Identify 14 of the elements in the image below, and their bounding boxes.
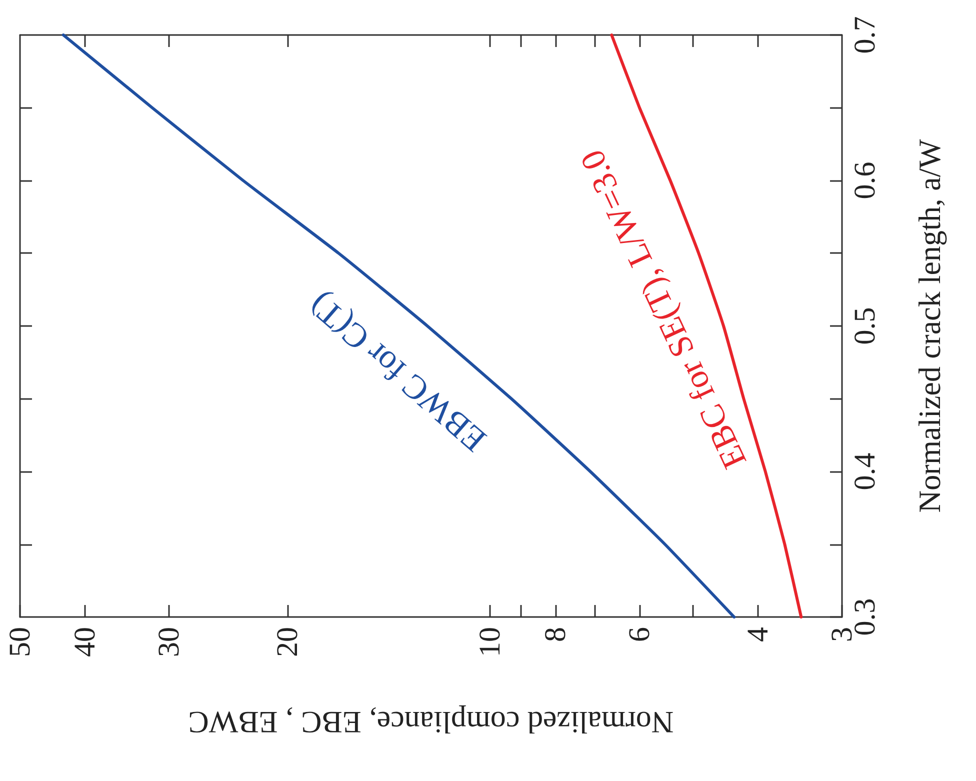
- y-axis-title: Normalized crack length, a/W: [912, 138, 947, 513]
- y-tick-label: 0.7: [848, 16, 882, 54]
- y-tick-label: 0.4: [848, 452, 882, 490]
- x-tick-label: 40: [68, 627, 102, 657]
- y-tick-label: 0.6: [848, 162, 882, 200]
- x-tick-label: 20: [271, 627, 304, 657]
- x-tick-label: 30: [152, 627, 186, 657]
- x-tick-label: 10: [474, 627, 507, 657]
- x-tick-label: 50: [4, 627, 36, 657]
- x-axis-title: Normalized compliance, EBC , EBWC: [188, 705, 674, 740]
- y-tick-label: 0.5: [848, 307, 882, 345]
- x-tick-label: 8: [538, 627, 572, 642]
- x-tick-label: 4: [741, 627, 774, 642]
- x-tick-label: 6: [622, 627, 656, 642]
